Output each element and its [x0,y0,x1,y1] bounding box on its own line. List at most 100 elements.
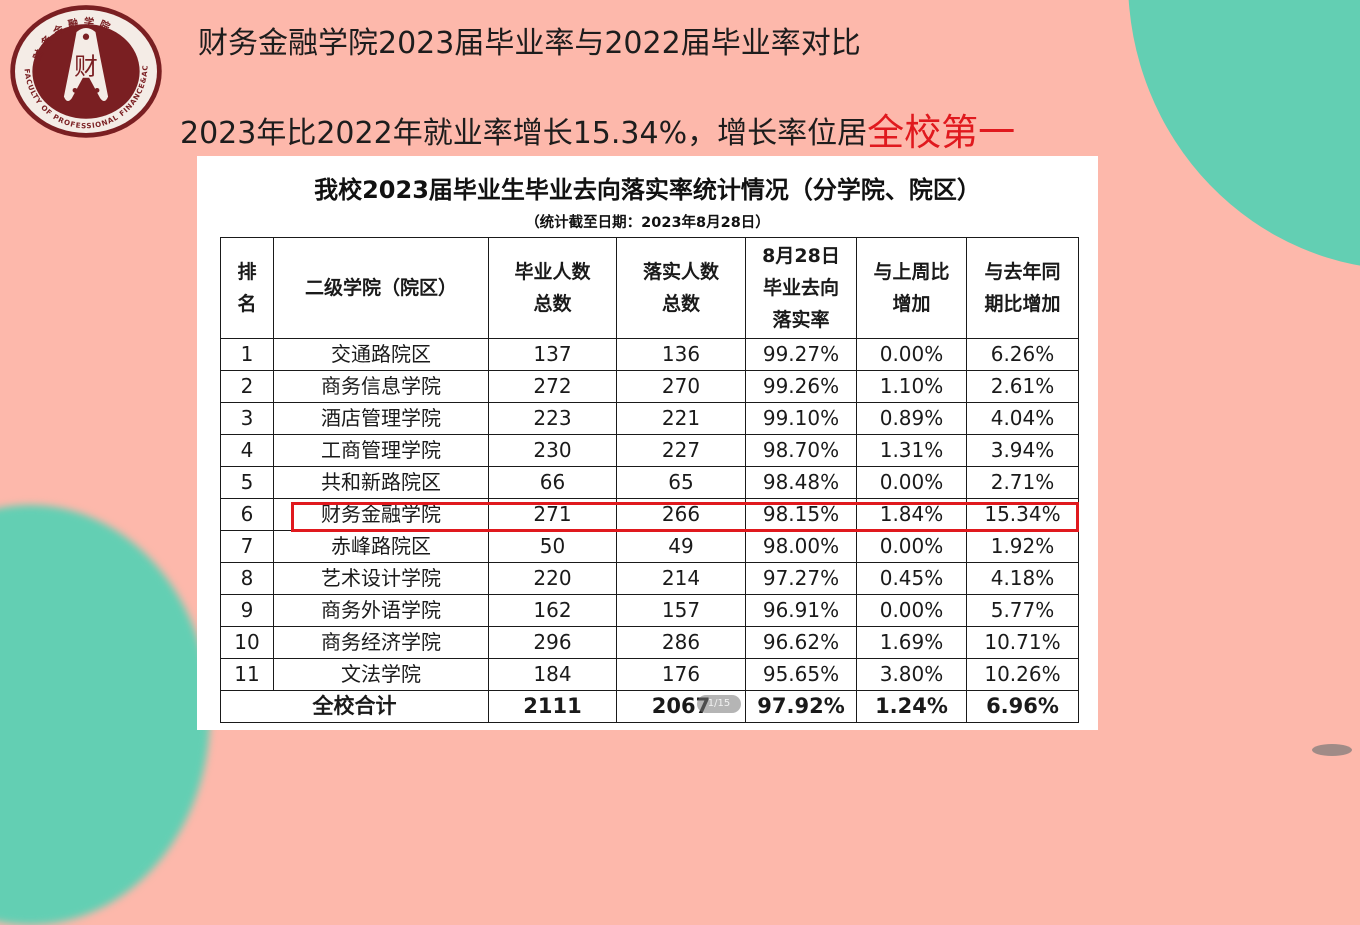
table-cell: 220 [488,562,617,595]
faculty-logo: 财务金融学院 FACULTY OF PROFESSIONAL FINANCE&A… [6,2,162,138]
table-cell: 227 [616,434,746,467]
table-cell: 15.34% [966,498,1079,531]
table-cell: 1.92% [966,530,1079,563]
table-cell: 96.62% [745,626,857,659]
table-cell: 137 [488,338,617,371]
table-cell: 96.91% [745,594,857,627]
table-cell: 0.00% [856,466,967,499]
table-cell: 6.96% [966,690,1079,723]
table-cell: 10.71% [966,626,1079,659]
header-text: 期比增加 [984,293,1061,315]
table-cell: 97.92% [745,690,857,723]
header-week-change: 与上周比 增加 [856,237,967,339]
table-row-highlighted: 6 财务金融学院 271 266 98.15% 1.84% 15.34% [220,498,1079,531]
table-cell: 99.10% [745,402,857,435]
table-cell: 1.31% [856,434,967,467]
header-text: 与去年同 [984,261,1061,283]
table-header-row: 排名 二级学院（院区） 毕业人数 总数 落实人数 总数 8月28日 毕业去向 落实率 与… [220,237,1079,339]
table-cell: 1 [220,338,274,371]
slide-title: 财务金融学院2023届毕业率与2022届毕业率对比 [198,26,861,61]
table-cell: 10 [220,626,274,659]
table-cell: 2111 [488,690,617,723]
table-cell: 共和新路院区 [273,466,489,499]
header-text: 毕业去向 [762,277,839,299]
table-cell: 3 [220,402,274,435]
table-cell: 7 [220,530,274,563]
subtitle-text: 2023年比2022年就业率增长15.34%，增长率位居 [180,116,868,151]
table-cell: 11 [220,658,274,691]
table-cell: 221 [616,402,746,435]
table-cell: 0.00% [856,594,967,627]
table-cell: 0.45% [856,562,967,595]
table-row: 7 赤峰路院区 50 49 98.00% 0.00% 1.92% [220,530,1079,563]
table-cell: 商务信息学院 [273,370,489,403]
table-row: 9 商务外语学院 162 157 96.91% 0.00% 5.77% [220,594,1079,627]
svg-text:财: 财 [74,53,98,81]
table-cell: 6 [220,498,274,531]
table-row: 10 商务经济学院 296 286 96.62% 1.69% 10.71% [220,626,1079,659]
table-cell: 财务金融学院 [273,498,489,531]
table-cell: 0.89% [856,402,967,435]
table-cell: 4.18% [966,562,1079,595]
table-cell: 商务经济学院 [273,626,489,659]
table-cell: 商务外语学院 [273,594,489,627]
table-cell: 4 [220,434,274,467]
table-cell: 2 [220,370,274,403]
header-text: 落实率 [772,309,830,331]
table-cell: 1.24% [856,690,967,723]
header-text: 落实人数 [642,261,719,283]
table-cell: 6.26% [966,338,1079,371]
table-cell: 2.61% [966,370,1079,403]
table-cell: 157 [616,594,746,627]
table-cell: 0.00% [856,338,967,371]
table-cell: 3.94% [966,434,1079,467]
table-cell: 3.80% [856,658,967,691]
header-text: 与上周比 [873,261,950,283]
corner-indicator [1312,744,1352,756]
header-text: 毕业人数 [514,261,591,283]
table-cell: 1.10% [856,370,967,403]
table-cell: 8 [220,562,274,595]
table-cell: 98.15% [745,498,857,531]
table-total-row: 全校合计 2111 2067 97.92% 1.24% 6.96% [220,690,1079,723]
table-cell: 1.69% [856,626,967,659]
table-cell: 162 [488,594,617,627]
subtitle-highlight: 全校第一 [867,111,1016,154]
table-row: 8 艺术设计学院 220 214 97.27% 0.45% 4.18% [220,562,1079,595]
header-text: 总数 [533,293,572,315]
table-cell: 文法学院 [273,658,489,691]
table-title: 我校2023届毕业生毕业去向落实率统计情况（分学院、院区） [314,176,981,204]
table-cell: 286 [616,626,746,659]
table-cell: 艺术设计学院 [273,562,489,595]
header-text: 总数 [661,293,700,315]
table-cell: 223 [488,402,617,435]
table-cell: 99.27% [745,338,857,371]
header-college: 二级学院（院区） [273,237,489,339]
header-rate: 8月28日毕业去向落实率 [745,237,857,339]
statistics-image: 我校2023届毕业生毕业去向落实率统计情况（分学院、院区） （统计截至日期：20… [197,156,1098,730]
table-cell: 176 [616,658,746,691]
table-cell: 赤峰路院区 [273,530,489,563]
header-text: 排 [237,261,257,283]
table-cell: 全校合计 [220,690,489,723]
slide-subtitle: 2023年比2022年就业率增长15.34%，增长率位居全校第一 [180,102,1015,156]
header-graduates: 毕业人数 总数 [488,237,617,339]
table-cell: 9 [220,594,274,627]
table-cell: 272 [488,370,617,403]
table-cell: 4.04% [966,402,1079,435]
table-cell: 97.27% [745,562,857,595]
table-cell: 214 [616,562,746,595]
table-row: 2 商务信息学院 272 270 99.26% 1.10% 2.61% [220,370,1079,403]
decorative-circle-bottom-left [0,505,210,925]
table-cell: 271 [488,498,617,531]
table-row: 11 文法学院 184 176 95.65% 3.80% 10.26% [220,658,1079,691]
table-row: 4 工商管理学院 230 227 98.70% 1.31% 3.94% [220,434,1079,467]
table-cell: 1.84% [856,498,967,531]
table-row: 3 酒店管理学院 223 221 99.10% 0.89% 4.04% [220,402,1079,435]
table-cell: 工商管理学院 [273,434,489,467]
table-cell: 0.00% [856,530,967,563]
header-text: 8月28日 [762,245,840,267]
table-cell: 184 [488,658,617,691]
table-cell: 酒店管理学院 [273,402,489,435]
page-indicator: 1/15 [697,695,741,713]
